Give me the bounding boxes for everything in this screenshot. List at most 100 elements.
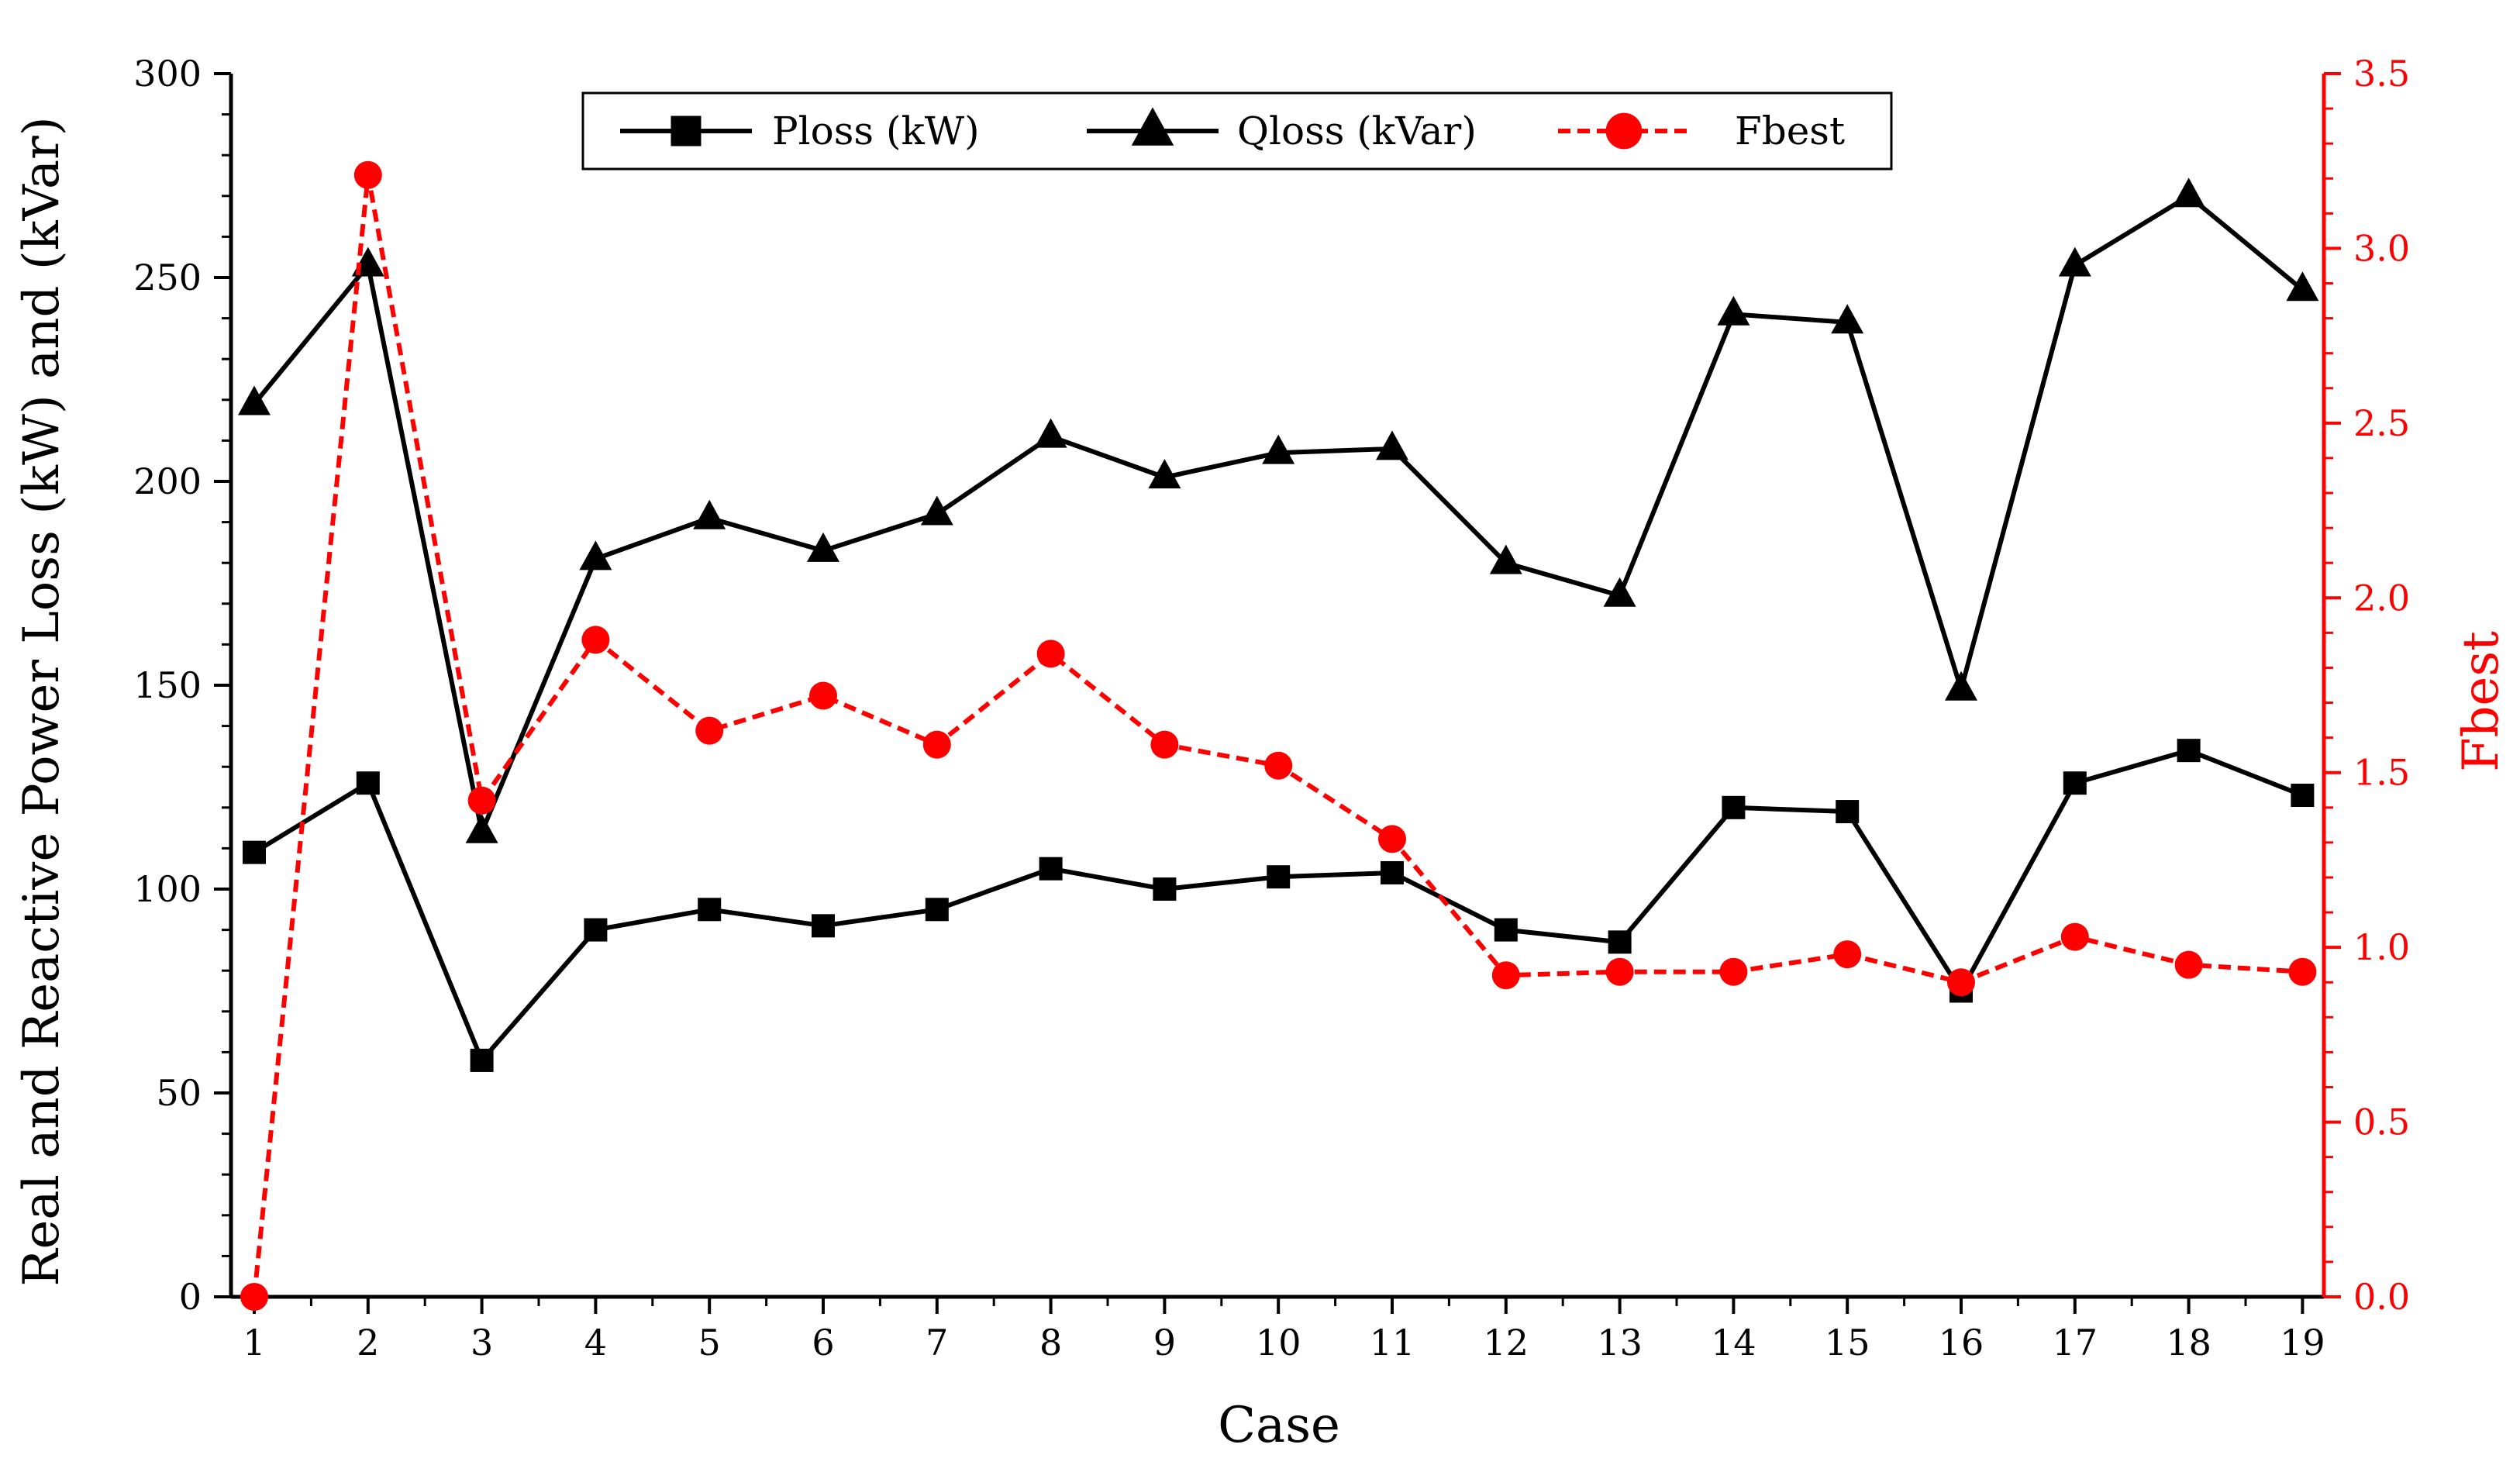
- x-tick-label: 10: [1256, 1322, 1301, 1363]
- data-point-qloss-kvar: [579, 540, 612, 571]
- data-point-fbest: [1605, 957, 1634, 986]
- x-tick-label: 16: [1939, 1322, 1984, 1363]
- y-tick-label: 100: [133, 868, 202, 910]
- x-tick-label: 11: [1370, 1322, 1415, 1363]
- axes: 1 2 3 4 5 6 7 8 9 10 11 12 13 14 15 16 17 18 1905010015020…: [133, 53, 2410, 1363]
- data-point-ploss-kw: [470, 1048, 494, 1072]
- data-point-fbest: [2174, 950, 2203, 979]
- x-tick-label: 1: [243, 1322, 265, 1363]
- data-point-ploss-kw: [1039, 857, 1063, 881]
- data-point-ploss-kw: [1608, 930, 1632, 954]
- series-line-qloss-kvar: [252, 193, 2305, 835]
- data-point-ploss-kw: [812, 914, 835, 938]
- x-tick-label: 12: [1484, 1322, 1529, 1363]
- data-point-ploss-kw: [1153, 877, 1177, 901]
- legend-label-ploss-kw: Ploss (kW): [772, 109, 980, 153]
- data-point-fbest: [1264, 751, 1293, 780]
- data-point-ploss-kw: [1836, 800, 1860, 824]
- data-point-fbest: [1036, 639, 1065, 668]
- y-tick-label: 150: [133, 664, 202, 706]
- series-ploss-kw: [243, 739, 2315, 1072]
- data-point-ploss-kw: [356, 771, 380, 795]
- series-line-ploss-kw: [253, 748, 2304, 1063]
- data-point-fbest: [1947, 968, 1975, 997]
- y2-tick-label: 1.5: [2353, 752, 2410, 794]
- legend-label-fbest: Fbest: [1735, 109, 1845, 153]
- x-tick-label: 2: [357, 1322, 379, 1363]
- legend-label-qloss-kvar: Qloss (kVar): [1237, 109, 1477, 153]
- data-point-fbest: [1378, 825, 1406, 853]
- y-axis-title: Real and Reactive Power Loss (kW) and (k…: [13, 116, 71, 1286]
- data-point-qloss-kvar: [2172, 178, 2205, 208]
- data-point-ploss-kw: [2291, 784, 2315, 808]
- data-point-fbest: [467, 786, 496, 815]
- data-series: [238, 160, 2319, 1311]
- x-tick-label: 18: [2166, 1322, 2211, 1363]
- y-tick-label: 50: [156, 1072, 202, 1114]
- y2-tick-label: 2.5: [2353, 402, 2410, 444]
- data-point-ploss-kw: [1267, 865, 1291, 889]
- data-point-qloss-kvar: [1489, 544, 1522, 574]
- x-tick-label: 8: [1039, 1322, 1062, 1363]
- data-point-fbest: [581, 626, 610, 654]
- data-point-fbest: [353, 160, 382, 189]
- series-line-fbest: [252, 172, 2303, 1298]
- x-tick-label: 13: [1597, 1322, 1643, 1363]
- data-point-qloss-kvar: [693, 499, 726, 529]
- x-tick-label: 15: [1825, 1322, 1870, 1363]
- data-point-fbest: [1491, 961, 1520, 990]
- data-point-qloss-kvar: [1945, 671, 1977, 701]
- x-axis-title: Case: [1218, 1397, 1340, 1454]
- legend: Ploss (kW) Qloss (kVar) Fbest: [581, 91, 1893, 171]
- series-qloss-kvar: [238, 178, 2319, 843]
- data-point-fbest: [1719, 957, 1748, 986]
- data-point-fbest: [2060, 922, 2089, 951]
- series-fbest: [240, 160, 2317, 1311]
- x-tick-label: 17: [2053, 1322, 2098, 1363]
- legend-box: [581, 91, 1893, 171]
- data-point-qloss-kvar: [1262, 434, 1295, 464]
- x-tick-label: 14: [1711, 1322, 1756, 1363]
- y2-tick-label: 0.0: [2353, 1276, 2410, 1318]
- y2-tick-label: 3.0: [2353, 227, 2410, 269]
- x-tick-label: 3: [471, 1322, 493, 1363]
- y2-tick-label: 1.0: [2353, 926, 2410, 968]
- data-point-qloss-kvar: [2058, 246, 2091, 277]
- x-tick-label: 6: [812, 1322, 834, 1363]
- data-point-qloss-kvar: [2286, 271, 2319, 302]
- y2-axis-title: Fbest: [2453, 631, 2510, 772]
- x-tick-label: 4: [584, 1322, 607, 1363]
- data-point-fbest: [922, 730, 951, 759]
- data-point-ploss-kw: [243, 840, 266, 864]
- x-tick-label: 19: [2280, 1322, 2325, 1363]
- data-point-fbest: [240, 1283, 268, 1311]
- data-point-qloss-kvar: [1603, 577, 1636, 607]
- data-point-fbest: [1150, 730, 1179, 759]
- legend-marker-fbest: [1605, 112, 1643, 150]
- data-point-ploss-kw: [925, 898, 949, 922]
- legend-marker-ploss-kw: [671, 115, 702, 147]
- data-point-fbest: [1833, 940, 1862, 969]
- y-tick-label: 200: [133, 460, 202, 502]
- data-point-ploss-kw: [1381, 860, 1404, 884]
- data-point-fbest: [695, 716, 724, 745]
- data-point-qloss-kvar: [238, 385, 271, 415]
- legend-marker-qloss-kvar: [1131, 107, 1174, 146]
- data-point-ploss-kw: [698, 898, 722, 922]
- x-tick-label: 5: [698, 1322, 721, 1363]
- y-tick-label: 0: [179, 1276, 202, 1318]
- y2-tick-label: 0.5: [2353, 1101, 2410, 1143]
- data-point-fbest: [809, 681, 837, 710]
- data-point-qloss-kvar: [1717, 295, 1750, 326]
- y-tick-label: 250: [133, 257, 202, 298]
- data-point-qloss-kvar: [1034, 418, 1067, 448]
- x-tick-label: 9: [1153, 1322, 1176, 1363]
- data-point-ploss-kw: [584, 918, 608, 942]
- data-point-qloss-kvar: [920, 495, 953, 526]
- y2-tick-label: 2.0: [2353, 577, 2410, 619]
- data-point-qloss-kvar: [465, 813, 498, 843]
- y-tick-label: 300: [133, 53, 202, 95]
- data-point-ploss-kw: [2063, 771, 2087, 795]
- data-point-fbest: [2288, 957, 2317, 986]
- data-point-ploss-kw: [1722, 795, 1746, 819]
